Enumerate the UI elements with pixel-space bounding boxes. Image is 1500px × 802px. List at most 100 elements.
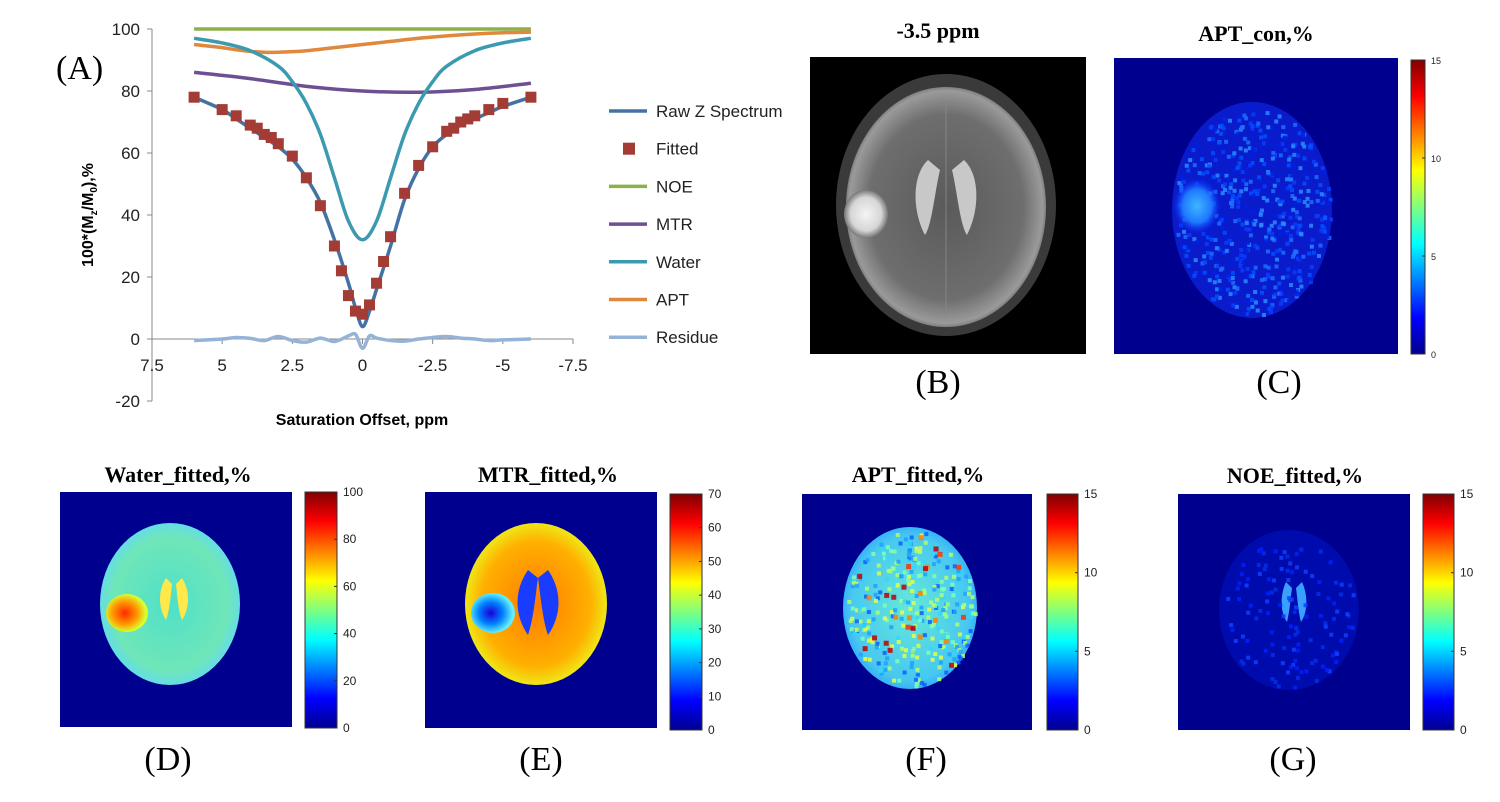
colorbar-tick-label: 15 [1460, 487, 1474, 501]
speckle-dot [933, 546, 939, 552]
speckle-dot [1289, 283, 1294, 288]
speckle-dot [1324, 667, 1329, 672]
colorbar-tick-label: 20 [343, 674, 357, 688]
speckle-dot [866, 619, 871, 624]
data-point-fitted [455, 116, 467, 128]
speckle-dot [1298, 166, 1303, 171]
speckle-dot [863, 626, 868, 631]
speckle-dot [1290, 570, 1295, 575]
speckle-dot [948, 659, 953, 664]
speckle-dot [876, 571, 881, 576]
colorbar-tick-label: 80 [343, 532, 357, 546]
speckle-dot [1222, 230, 1227, 235]
series-line-water [193, 36, 532, 242]
speckle-dot [928, 646, 933, 651]
colorbar: 0 10 20 30 40 50 60 70 [669, 487, 722, 737]
speckle-dot [1280, 142, 1285, 147]
speckle-dot [958, 569, 963, 574]
speckle-dot [1245, 166, 1250, 171]
speckle-dot [1270, 172, 1275, 177]
speckle-dot [1220, 217, 1225, 222]
speckle-dot [1228, 292, 1233, 297]
speckle-dot [1298, 278, 1303, 283]
speckle-dot [1250, 126, 1255, 131]
speckle-dot [1236, 217, 1241, 222]
speckle-dot [906, 574, 911, 579]
speckle-dot [919, 605, 924, 610]
speckle-dot [1271, 578, 1276, 583]
speckle-dot [1306, 188, 1311, 193]
speckle-dot [1333, 580, 1338, 585]
data-point-fitted [349, 305, 361, 317]
speckle-dot [1272, 220, 1277, 225]
speckle-dot [1314, 214, 1319, 219]
speckle-dot [952, 564, 957, 569]
speckle-dot [1225, 237, 1230, 242]
colorbar-tick-label: 20 [708, 656, 722, 670]
speckle-dot [1279, 566, 1284, 571]
speckle-dot [1270, 276, 1275, 281]
speckle-dot [1317, 580, 1322, 585]
data-point-fitted [427, 141, 439, 153]
speckle-dot [1289, 210, 1294, 215]
x-tick-label: -7.5 [558, 356, 587, 375]
speckle-dot [887, 647, 893, 653]
speckle-dot [1318, 243, 1323, 248]
speckle-dot [1273, 292, 1278, 297]
speckle-dot [1212, 297, 1217, 302]
speckle-dot [1252, 195, 1257, 200]
speckle-dot [1326, 596, 1331, 601]
speckle-dot [1270, 236, 1275, 241]
speckle-dot [1310, 574, 1315, 579]
speckle-dot [969, 614, 974, 619]
speckle-dot [1188, 158, 1193, 163]
speckle-dot [1293, 142, 1298, 147]
speckle-dot [1278, 288, 1283, 293]
y-tick-label: 0 [131, 330, 140, 349]
speckle-dot [1262, 285, 1267, 290]
speckle-dot [895, 573, 900, 578]
speckle-dot [1193, 258, 1198, 263]
speckle-dot [1288, 665, 1293, 670]
panel-label-b: (B) [915, 364, 960, 401]
speckle-dot [1311, 250, 1316, 255]
ventricle-right [176, 578, 188, 620]
speckle-dot [1269, 300, 1274, 305]
speckle-dot [1223, 217, 1228, 222]
data-point-fitted [371, 277, 383, 289]
speckle-dot [1287, 157, 1292, 162]
speckle-dot [1243, 148, 1248, 153]
speckle-dot [903, 648, 908, 653]
speckle-dot [1238, 229, 1243, 234]
panel-label-d: (D) [144, 741, 191, 778]
speckle-dot [1280, 298, 1285, 303]
speckle-dot [1202, 254, 1207, 259]
speckle-dot [1314, 679, 1319, 684]
speckle-dot [1265, 198, 1270, 203]
speckle-dot [1215, 287, 1220, 292]
speckle-dot [1258, 128, 1263, 133]
speckle-dot [859, 603, 864, 608]
speckle-dot [875, 610, 880, 615]
speckle-dot [1313, 169, 1318, 174]
colorbar-tick-label: 10 [1460, 566, 1474, 580]
speckle-dot [1277, 281, 1282, 286]
speckle-dot [1330, 653, 1335, 658]
ventricle-left [517, 570, 538, 635]
speckle-dot [915, 615, 920, 620]
speckle-dot [885, 545, 890, 550]
speckle-pattern [1226, 547, 1356, 690]
speckle-dot [1302, 156, 1307, 161]
data-point-fitted [483, 104, 495, 116]
speckle-dot [1310, 238, 1315, 243]
speckle-dot [1245, 639, 1250, 644]
speckle-dot [937, 551, 943, 557]
data-point-fitted [335, 265, 347, 277]
speckle-dot [1293, 632, 1298, 637]
speckle-dot [1195, 240, 1200, 245]
ventricle-left [915, 160, 940, 235]
speckle-dot [1292, 685, 1297, 690]
speckle-dot [1286, 267, 1291, 272]
speckle-dot [1263, 134, 1268, 139]
speckle-dot [1289, 597, 1294, 602]
